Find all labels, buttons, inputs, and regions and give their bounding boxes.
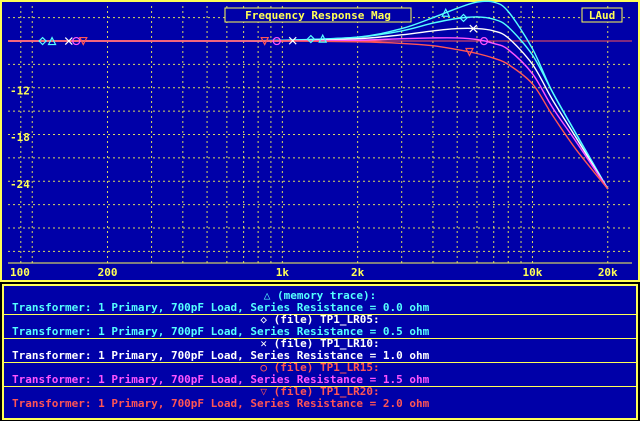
- series-marker-1: [318, 33, 328, 43]
- chart-title: Frequency Response Mag: [245, 9, 391, 22]
- series-line-5: [8, 40, 609, 190]
- legend-entry: ▽ (file) TP1_LR20: Transformer: 1 Primary…: [4, 386, 636, 411]
- legend-symbol-icon: △: [263, 289, 271, 302]
- y-tick-label: -24: [10, 178, 30, 191]
- series-markers: [38, 7, 489, 57]
- legend-entry-header: ◇ (file) TP1_LR05:: [4, 314, 636, 326]
- legend-entry-header: ○ (file) TP1_LR15:: [4, 362, 636, 374]
- chart-border: [0, 0, 640, 282]
- legend-symbol-icon: ▽: [260, 385, 268, 398]
- legend-entry: ○ (file) TP1_LR15: Transformer: 1 Primary…: [4, 362, 636, 387]
- legend-symbol-icon: ○: [260, 361, 268, 374]
- legend-entry-title: (file) TP1_LR15:: [267, 361, 380, 374]
- x-tick-label: 200: [98, 266, 118, 279]
- x-tick-label: 20k: [598, 266, 618, 279]
- chart-panel: 100 200 1k 2k 10k 20k 0dB -12 -18 -24 Frequency R…: [0, 0, 640, 282]
- legend-entry-title: (file) TP1_LR05:: [267, 313, 380, 326]
- y-tick-label: -18: [10, 131, 30, 144]
- series-marker-2: [459, 13, 468, 23]
- series-marker-3: [64, 37, 73, 45]
- legend-entry-description: Transformer: 1 Primary, 700pF Load, Seri…: [12, 325, 430, 338]
- series-marker-4: [272, 36, 281, 46]
- legend-entry-title: (file) TP1_LR20:: [267, 385, 380, 398]
- legend-entry-description: Transformer: 1 Primary, 700pF Load, Seri…: [12, 349, 430, 362]
- axis-tick-labels: 100 200 1k 2k 10k 20k 0dB -12 -18 -24: [10, 0, 618, 279]
- series-line-3: [8, 27, 609, 190]
- legend-separator: [4, 386, 636, 387]
- chart-title-box: [224, 7, 412, 23]
- series-marker-5: [260, 36, 270, 46]
- series-marker-2: [306, 34, 316, 44]
- legend-separator: [4, 314, 636, 315]
- legend-entry-title: (memory trace):: [270, 289, 377, 302]
- legend-symbol-icon: ✕: [260, 337, 268, 350]
- x-tick-label: 10k: [523, 266, 543, 279]
- legend-separator: [4, 362, 636, 363]
- series-marker-4: [72, 36, 81, 46]
- series-line-1: [8, 0, 609, 190]
- legend-separator: [4, 338, 636, 339]
- series-marker-4: [479, 37, 489, 46]
- legend-entry: ✕ (file) TP1_LR10: Transformer: 1 Primary…: [4, 338, 636, 363]
- corner-label-box[interactable]: [581, 7, 623, 23]
- y-tick-label: 0dB: [10, 0, 30, 4]
- legend-panel: △ (memory trace): Transformer: 1 Primary,…: [2, 284, 638, 420]
- series-line-2: [8, 16, 609, 190]
- x-tick-label: 1k: [276, 266, 290, 279]
- series-marker-1: [47, 36, 57, 46]
- corner-label[interactable]: LAud: [589, 9, 616, 22]
- series-marker-3: [288, 36, 297, 45]
- legend-entry-description: Transformer: 1 Primary, 700pF Load, Seri…: [12, 301, 430, 314]
- grid: [8, 6, 632, 263]
- legend-entry-header: ✕ (file) TP1_LR10:: [4, 338, 636, 350]
- x-tick-label: 100: [10, 266, 30, 279]
- series-lines: [8, 0, 609, 190]
- legend-entry: ◇ (file) TP1_LR05: Transformer: 1 Primary…: [4, 314, 636, 339]
- legend-entry-title: (file) TP1_LR10:: [267, 337, 380, 350]
- frequency-response-chart: 100 200 1k 2k 10k 20k 0dB -12 -18 -24 Frequency R…: [0, 0, 640, 282]
- series-marker-5: [465, 47, 474, 57]
- legend-entry-description: Transformer: 1 Primary, 700pF Load, Seri…: [12, 397, 430, 410]
- legend-entry-description: Transformer: 1 Primary, 700pF Load, Seri…: [12, 373, 430, 386]
- series-marker-2: [38, 36, 47, 46]
- y-tick-label: -12: [10, 85, 30, 98]
- series-line-4: [8, 37, 609, 190]
- legend-symbol-icon: ◇: [260, 313, 268, 326]
- series-marker-3: [469, 24, 478, 33]
- legend-entry-header: △ (memory trace):: [4, 290, 636, 302]
- series-marker-5: [78, 36, 88, 46]
- legend-entry: △ (memory trace): Transformer: 1 Primary,…: [4, 290, 636, 315]
- series-marker-1: [441, 7, 451, 17]
- x-tick-label: 2k: [351, 266, 365, 279]
- legend-entry-header: ▽ (file) TP1_LR20:: [4, 386, 636, 398]
